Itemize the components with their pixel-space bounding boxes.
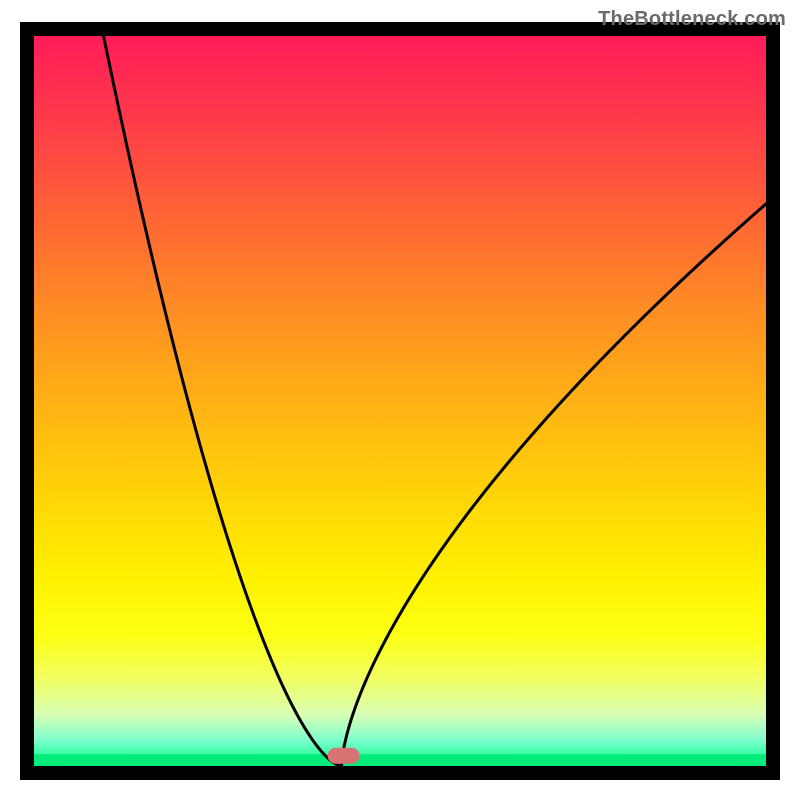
optimal-marker — [328, 748, 360, 764]
baseline-strip — [34, 754, 766, 766]
watermark-text: TheBottleneck.com — [598, 8, 786, 31]
chart-container: TheBottleneck.com — [0, 0, 800, 800]
chart-background — [34, 36, 766, 766]
bottleneck-chart — [0, 0, 800, 800]
